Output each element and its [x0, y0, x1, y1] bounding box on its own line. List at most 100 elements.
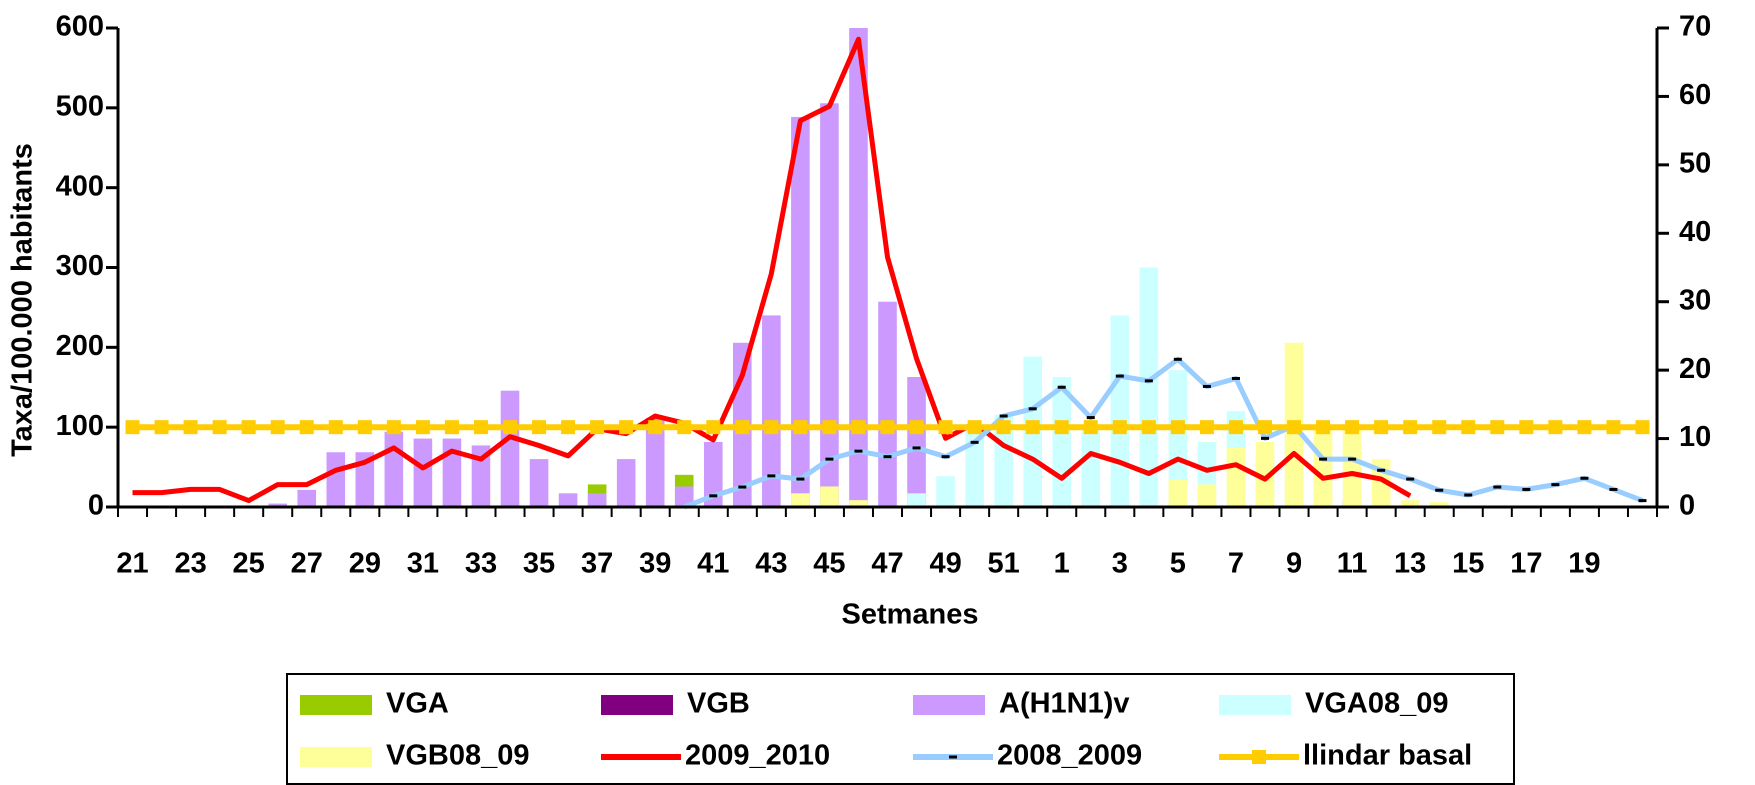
marker [1374, 420, 1389, 435]
marker [793, 420, 808, 435]
marker [270, 420, 285, 435]
marker [415, 420, 430, 435]
marker [241, 420, 256, 435]
legend-swatch [300, 695, 372, 715]
marker [503, 420, 518, 435]
y-tick-label: 600 [56, 11, 104, 43]
marker [1228, 420, 1243, 435]
marker [1257, 420, 1272, 435]
legend-label: VGA08_09 [1305, 688, 1449, 720]
bar [645, 418, 665, 507]
marker [822, 420, 837, 435]
marker [967, 420, 982, 435]
marker [1345, 420, 1360, 435]
bar [703, 441, 723, 507]
x-tick-label: 51 [988, 548, 1020, 580]
y-tick-label: 0 [88, 490, 104, 522]
y-tick-label: 100 [56, 410, 104, 442]
marker [1548, 420, 1563, 435]
bar [1400, 500, 1420, 507]
bar [1139, 267, 1159, 507]
bar [1197, 484, 1217, 507]
x-tick-label: 17 [1510, 548, 1542, 580]
legend-swatch [601, 695, 673, 715]
y2-tick-label: 40 [1679, 216, 1711, 248]
marker [1403, 420, 1418, 435]
bar [936, 476, 955, 507]
marker [677, 420, 692, 435]
legend-label: 2009_2010 [685, 740, 830, 772]
bar [1110, 315, 1130, 507]
legend-marker [1252, 750, 1266, 764]
y2-tick-label: 20 [1679, 353, 1711, 385]
marker [1519, 420, 1534, 435]
x-tick-label: 5 [1170, 548, 1186, 580]
marker [125, 420, 140, 435]
x-tick-label: 23 [174, 548, 206, 580]
marker [1083, 420, 1098, 435]
x-tick-label: 21 [116, 548, 148, 580]
x-tick-label: 3 [1112, 548, 1128, 580]
bar [791, 493, 810, 507]
marker [1461, 420, 1476, 435]
marker [328, 420, 343, 435]
marker [735, 420, 750, 435]
marker [1054, 420, 1069, 435]
legend-label: 2008_2009 [997, 740, 1142, 772]
marker [1141, 420, 1156, 435]
x-tick-label: 7 [1228, 548, 1244, 580]
y-tick-label: 500 [56, 90, 104, 122]
marker [1316, 420, 1331, 435]
series-line [132, 36, 1412, 504]
x-tick-label: 45 [813, 548, 845, 580]
bar [994, 414, 1013, 507]
bar [1255, 441, 1275, 507]
marker [851, 420, 866, 435]
x-tick-label: 29 [349, 548, 381, 580]
bar [762, 315, 781, 507]
x-tick-label: 25 [233, 548, 265, 580]
bar [791, 116, 810, 507]
x-tick-label: 13 [1394, 548, 1426, 580]
marker [706, 420, 721, 435]
x-tick-label: 15 [1452, 548, 1484, 580]
x-tick-label: 31 [407, 548, 439, 580]
bar [529, 459, 549, 507]
legend-swatch [913, 695, 985, 715]
marker [1199, 420, 1214, 435]
y2-tick-label: 70 [1679, 11, 1711, 43]
y2-tick-label: 30 [1679, 284, 1711, 316]
marker [473, 420, 488, 435]
legend-label: VGB08_09 [386, 740, 530, 772]
y-tick-label: 300 [56, 250, 104, 282]
legend-label: A(H1N1)v [999, 688, 1130, 720]
y2-tick-label: 50 [1679, 148, 1711, 180]
bar [384, 431, 404, 507]
legend-box [286, 673, 1515, 785]
marker [299, 420, 314, 435]
bar [1168, 370, 1188, 507]
bar [297, 489, 317, 507]
legend-swatch [300, 747, 372, 767]
bar [471, 445, 491, 507]
bar [849, 500, 868, 507]
marker [1112, 420, 1127, 435]
x-axis-label: Setmanes [841, 599, 978, 631]
bar [500, 390, 520, 507]
x-tick-label: 11 [1337, 548, 1368, 580]
y-axis-label: Taxa/100.000 habitants [7, 143, 39, 457]
legend-label: VGB [687, 688, 750, 720]
bar [558, 493, 578, 507]
x-tick-label: 39 [639, 548, 671, 580]
bar [820, 486, 839, 507]
marker [590, 420, 605, 435]
legend-swatch [1219, 695, 1291, 715]
marker [764, 420, 779, 435]
x-tick-label: 19 [1568, 548, 1600, 580]
marker [938, 420, 953, 435]
marker [1577, 420, 1592, 435]
y-tick-label: 200 [56, 330, 104, 362]
marker [1025, 420, 1040, 435]
marker [1432, 420, 1447, 435]
